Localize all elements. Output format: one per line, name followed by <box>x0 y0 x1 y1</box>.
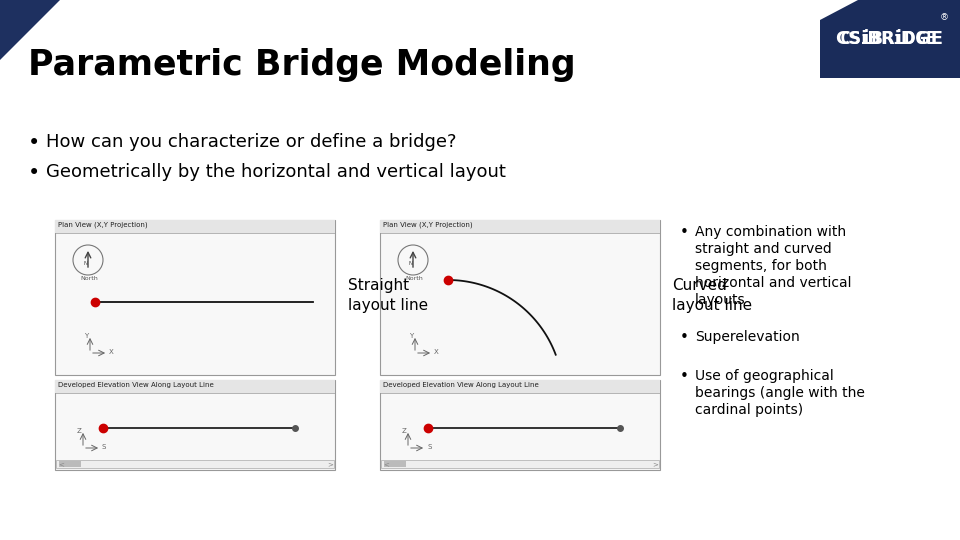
Text: Y: Y <box>409 333 413 339</box>
Bar <box>56 460 334 468</box>
Text: Developed Elevation View Along Layout Line: Developed Elevation View Along Layout Li… <box>383 381 539 388</box>
Text: Z: Z <box>77 428 82 434</box>
Text: Superelevation: Superelevation <box>695 330 800 344</box>
Bar <box>380 220 660 375</box>
Bar <box>380 380 660 470</box>
Text: horizontal and vertical: horizontal and vertical <box>695 276 852 290</box>
Text: bearings (angle with the: bearings (angle with the <box>695 386 865 400</box>
Polygon shape <box>0 0 60 60</box>
Text: <: < <box>383 461 389 467</box>
Text: straight and curved: straight and curved <box>695 242 831 256</box>
Bar <box>381 460 659 468</box>
Text: North: North <box>405 276 422 281</box>
Text: Plan View (X,Y Projection): Plan View (X,Y Projection) <box>383 221 472 228</box>
Text: Developed Elevation View Along Layout Line: Developed Elevation View Along Layout Li… <box>58 381 214 388</box>
Text: Any combination with: Any combination with <box>695 225 846 239</box>
Text: S: S <box>427 444 431 450</box>
Bar <box>55 220 335 233</box>
Text: North: North <box>80 276 98 281</box>
Text: >: > <box>652 461 658 467</box>
Text: X: X <box>109 349 113 355</box>
Text: >: > <box>327 461 333 467</box>
Text: CЅiBRiDGE: CЅiBRiDGE <box>835 30 943 48</box>
Bar <box>384 461 406 467</box>
Text: X: X <box>434 349 439 355</box>
Text: Geometrically by the horizontal and vertical layout: Geometrically by the horizontal and vert… <box>46 163 506 181</box>
Text: •: • <box>28 163 40 183</box>
Text: Z: Z <box>402 428 407 434</box>
Text: segments, for both: segments, for both <box>695 259 827 273</box>
Text: CSiBRiDGE: CSiBRiDGE <box>840 30 938 48</box>
Text: N: N <box>409 261 413 266</box>
Text: Use of geographical: Use of geographical <box>695 369 833 383</box>
Text: N: N <box>84 261 88 266</box>
Bar <box>55 380 335 470</box>
Bar <box>380 220 660 233</box>
Text: •: • <box>680 330 689 345</box>
Text: Parametric Bridge Modeling: Parametric Bridge Modeling <box>28 48 576 82</box>
Text: layouts: layouts <box>695 293 746 307</box>
Text: <: < <box>58 461 64 467</box>
Bar <box>55 220 335 375</box>
Text: Curved
layout line: Curved layout line <box>672 278 752 313</box>
Text: Plan View (X,Y Projection): Plan View (X,Y Projection) <box>58 221 148 228</box>
Text: cardinal points): cardinal points) <box>695 403 804 417</box>
Text: ®: ® <box>940 14 948 23</box>
Text: How can you characterize or define a bridge?: How can you characterize or define a bri… <box>46 133 457 151</box>
Bar <box>380 380 660 393</box>
Bar <box>55 380 335 393</box>
Text: Y: Y <box>84 333 88 339</box>
Text: S: S <box>102 444 107 450</box>
Text: •: • <box>680 225 689 240</box>
Bar <box>59 461 81 467</box>
Text: •: • <box>28 133 40 153</box>
Polygon shape <box>820 0 960 78</box>
Text: Straight
layout line: Straight layout line <box>348 278 428 313</box>
Text: •: • <box>680 369 689 384</box>
